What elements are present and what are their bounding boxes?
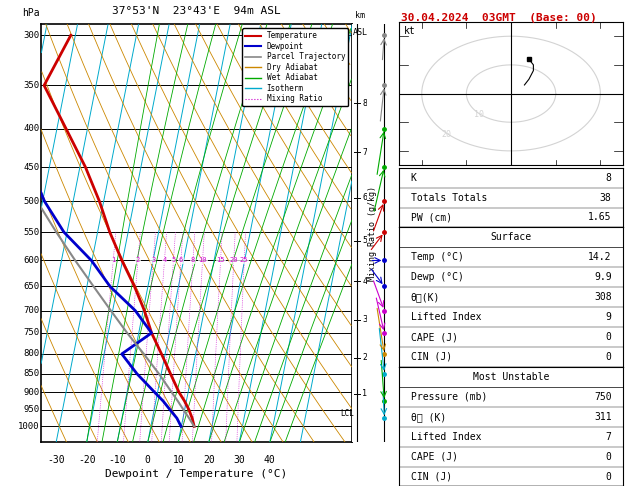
Text: PW (cm): PW (cm) bbox=[411, 212, 452, 223]
Text: 30.04.2024  03GMT  (Base: 00): 30.04.2024 03GMT (Base: 00) bbox=[401, 13, 597, 23]
Text: θᴄ(K): θᴄ(K) bbox=[411, 292, 440, 302]
Text: hPa: hPa bbox=[22, 8, 40, 18]
Text: 14.2: 14.2 bbox=[588, 252, 611, 262]
Text: 300: 300 bbox=[23, 31, 40, 40]
Text: CAPE (J): CAPE (J) bbox=[411, 451, 457, 462]
Text: 3: 3 bbox=[151, 258, 155, 263]
Text: 950: 950 bbox=[23, 405, 40, 414]
Text: 7: 7 bbox=[606, 432, 611, 442]
Text: 8: 8 bbox=[362, 99, 367, 108]
Text: 0: 0 bbox=[606, 352, 611, 362]
Text: CIN (J): CIN (J) bbox=[411, 471, 452, 482]
Text: 900: 900 bbox=[23, 388, 40, 397]
Text: 6: 6 bbox=[179, 258, 183, 263]
Text: 40: 40 bbox=[264, 455, 276, 465]
Text: 0: 0 bbox=[606, 471, 611, 482]
Text: 700: 700 bbox=[23, 306, 40, 315]
Text: LCL: LCL bbox=[340, 409, 353, 418]
Text: ASL: ASL bbox=[353, 28, 367, 37]
Text: Mixing Ratio (g/kg): Mixing Ratio (g/kg) bbox=[368, 186, 377, 281]
Text: Surface: Surface bbox=[491, 232, 532, 243]
Text: 20: 20 bbox=[203, 455, 214, 465]
Text: 38: 38 bbox=[600, 192, 611, 203]
Text: 4: 4 bbox=[362, 277, 367, 286]
Text: 1.65: 1.65 bbox=[588, 212, 611, 223]
Text: 20: 20 bbox=[442, 130, 452, 139]
Text: 350: 350 bbox=[23, 81, 40, 90]
Text: 308: 308 bbox=[594, 292, 611, 302]
Text: 9: 9 bbox=[606, 312, 611, 322]
Text: 25: 25 bbox=[240, 258, 248, 263]
Text: CAPE (J): CAPE (J) bbox=[411, 332, 457, 342]
Text: 600: 600 bbox=[23, 256, 40, 265]
Text: Dewpoint / Temperature (°C): Dewpoint / Temperature (°C) bbox=[106, 469, 287, 479]
Text: 5: 5 bbox=[171, 258, 175, 263]
Text: 800: 800 bbox=[23, 349, 40, 359]
Text: 1000: 1000 bbox=[18, 422, 40, 431]
Text: 0: 0 bbox=[145, 455, 151, 465]
Text: Lifted Index: Lifted Index bbox=[411, 312, 481, 322]
Text: CIN (J): CIN (J) bbox=[411, 352, 452, 362]
Text: 7: 7 bbox=[362, 148, 367, 157]
Text: 2: 2 bbox=[136, 258, 140, 263]
Text: 1: 1 bbox=[362, 389, 367, 399]
Text: Pressure (mb): Pressure (mb) bbox=[411, 392, 487, 402]
Text: Temp (°C): Temp (°C) bbox=[411, 252, 464, 262]
Text: 20: 20 bbox=[230, 258, 238, 263]
Text: 850: 850 bbox=[23, 369, 40, 378]
Text: θᴄ (K): θᴄ (K) bbox=[411, 412, 446, 422]
Text: 4: 4 bbox=[162, 258, 167, 263]
Legend: Temperature, Dewpoint, Parcel Trajectory, Dry Adiabat, Wet Adiabat, Isotherm, Mi: Temperature, Dewpoint, Parcel Trajectory… bbox=[242, 28, 348, 106]
Text: 2: 2 bbox=[362, 353, 367, 363]
Text: 8: 8 bbox=[606, 173, 611, 183]
Text: 311: 311 bbox=[594, 412, 611, 422]
Text: 8: 8 bbox=[191, 258, 195, 263]
Text: 9.9: 9.9 bbox=[594, 272, 611, 282]
Text: 500: 500 bbox=[23, 197, 40, 206]
Text: -20: -20 bbox=[78, 455, 96, 465]
Text: -30: -30 bbox=[47, 455, 65, 465]
Text: 650: 650 bbox=[23, 282, 40, 291]
Text: Most Unstable: Most Unstable bbox=[473, 372, 549, 382]
Text: 400: 400 bbox=[23, 124, 40, 133]
Text: 15: 15 bbox=[216, 258, 225, 263]
Text: 0: 0 bbox=[606, 332, 611, 342]
Text: Dewp (°C): Dewp (°C) bbox=[411, 272, 464, 282]
Text: 10: 10 bbox=[172, 455, 184, 465]
Text: Lifted Index: Lifted Index bbox=[411, 432, 481, 442]
Text: -10: -10 bbox=[108, 455, 126, 465]
Text: km: km bbox=[355, 11, 365, 20]
Text: Totals Totals: Totals Totals bbox=[411, 192, 487, 203]
Text: 450: 450 bbox=[23, 162, 40, 172]
Text: 750: 750 bbox=[594, 392, 611, 402]
Text: 750: 750 bbox=[23, 329, 40, 337]
Text: 37°53'N  23°43'E  94m ASL: 37°53'N 23°43'E 94m ASL bbox=[112, 6, 281, 16]
Text: K: K bbox=[411, 173, 416, 183]
Text: 1: 1 bbox=[111, 258, 115, 263]
Text: 10: 10 bbox=[474, 110, 484, 119]
Text: 550: 550 bbox=[23, 228, 40, 237]
Text: 3: 3 bbox=[362, 315, 367, 324]
Text: 30: 30 bbox=[233, 455, 245, 465]
Text: 5: 5 bbox=[362, 237, 367, 245]
Text: 0: 0 bbox=[606, 451, 611, 462]
Text: 10: 10 bbox=[198, 258, 207, 263]
Text: 6: 6 bbox=[362, 193, 367, 203]
Text: kt: kt bbox=[404, 26, 416, 36]
